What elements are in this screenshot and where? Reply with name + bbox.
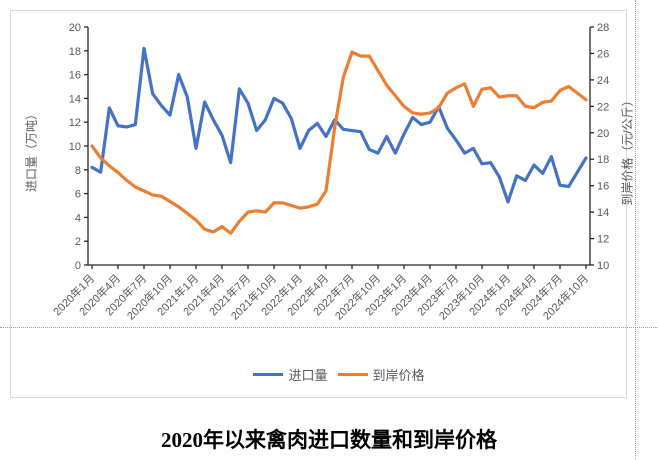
svg-text:20: 20 [69, 22, 81, 34]
svg-text:16: 16 [69, 70, 81, 82]
svg-text:26: 26 [597, 48, 609, 60]
svg-text:24: 24 [597, 75, 609, 87]
legend-label-import-volume: 进口量 [288, 368, 328, 383]
svg-text:4: 4 [75, 212, 81, 224]
legend-line-swatch-blue [253, 373, 284, 376]
svg-text:18: 18 [69, 46, 81, 58]
chart-title: 2020年以来禽肉进口数量和到岸价格 [161, 428, 497, 452]
svg-text:18: 18 [597, 154, 609, 166]
svg-text:10: 10 [69, 141, 81, 153]
svg-text:6: 6 [75, 189, 81, 201]
svg-text:2: 2 [75, 236, 81, 248]
svg-text:0: 0 [75, 260, 81, 272]
svg-text:12: 12 [597, 234, 609, 246]
page-break-horizontal-line [0, 327, 658, 328]
left-axis-title: 进口量（万吨） [24, 107, 39, 193]
page-break-vertical-line [635, 0, 636, 460]
svg-text:28: 28 [597, 22, 609, 34]
svg-text:8: 8 [75, 165, 81, 177]
svg-text:16: 16 [597, 181, 609, 193]
svg-text:20: 20 [597, 128, 609, 140]
svg-text:12: 12 [69, 117, 81, 129]
legend-label-cif-price: 到岸价格 [372, 368, 425, 383]
chart-canvas: 0246810121416182010121416182022242628202… [50, 22, 609, 323]
svg-text:10: 10 [597, 260, 609, 272]
legend-item-cif-price[interactable]: 到岸价格 [337, 365, 425, 384]
svg-text:14: 14 [597, 207, 609, 219]
svg-text:22: 22 [597, 101, 609, 113]
right-axis-title: 到岸价格（元/公斤） [620, 94, 635, 206]
legend-line-swatch-orange [337, 373, 368, 376]
chart-legend: 进口量 到岸价格 [88, 365, 590, 384]
legend-item-import-volume[interactable]: 进口量 [253, 365, 328, 384]
svg-text:14: 14 [69, 93, 81, 105]
